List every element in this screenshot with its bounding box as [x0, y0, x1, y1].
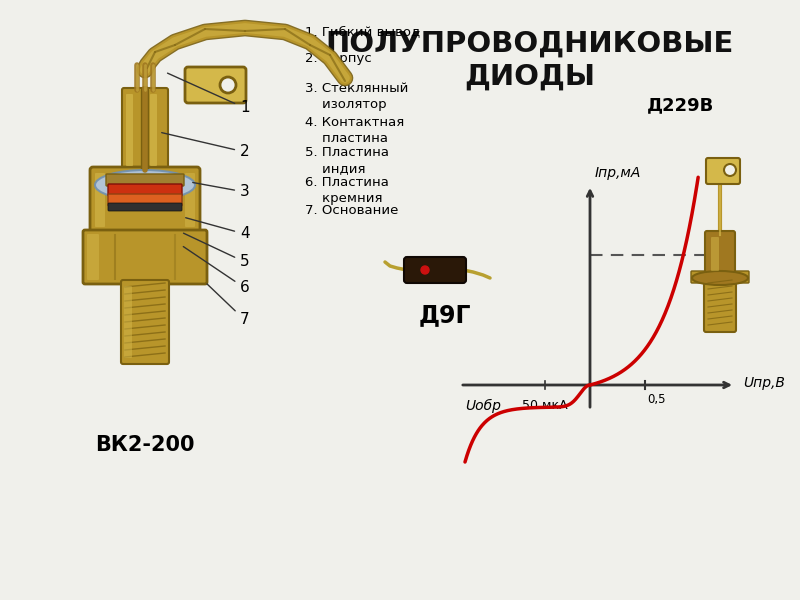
Circle shape — [220, 77, 236, 93]
Text: 3. Стеклянный
    изолятор: 3. Стеклянный изолятор — [305, 82, 408, 111]
FancyBboxPatch shape — [95, 173, 105, 227]
Text: 0,5: 0,5 — [647, 393, 666, 406]
Text: Iпр,мА: Iпр,мА — [595, 166, 642, 180]
FancyBboxPatch shape — [90, 167, 200, 233]
Ellipse shape — [110, 176, 160, 188]
Circle shape — [421, 266, 429, 274]
Circle shape — [724, 164, 736, 176]
Text: 1. Гибкий вывод: 1. Гибкий вывод — [305, 25, 420, 38]
FancyBboxPatch shape — [124, 286, 132, 358]
FancyBboxPatch shape — [404, 257, 466, 283]
FancyBboxPatch shape — [705, 231, 735, 277]
Ellipse shape — [692, 271, 748, 285]
Text: 4. Контактная
    пластина: 4. Контактная пластина — [305, 116, 404, 145]
FancyBboxPatch shape — [706, 158, 740, 184]
FancyBboxPatch shape — [126, 94, 133, 166]
Text: Д229В: Д229В — [646, 96, 714, 114]
FancyBboxPatch shape — [150, 94, 157, 166]
FancyBboxPatch shape — [185, 67, 246, 103]
FancyBboxPatch shape — [108, 203, 182, 211]
Text: 7. Основание: 7. Основание — [305, 204, 398, 217]
Text: 6. Пластина
    кремния: 6. Пластина кремния — [305, 176, 389, 205]
Text: 3: 3 — [193, 182, 250, 199]
Text: 1: 1 — [167, 73, 250, 115]
FancyBboxPatch shape — [121, 280, 169, 364]
Text: Uпр,В: Uпр,В — [743, 376, 785, 390]
FancyBboxPatch shape — [83, 230, 207, 284]
Text: 7: 7 — [207, 284, 250, 328]
FancyBboxPatch shape — [122, 88, 144, 172]
FancyBboxPatch shape — [704, 276, 736, 332]
FancyBboxPatch shape — [691, 271, 749, 283]
FancyBboxPatch shape — [146, 88, 168, 172]
Ellipse shape — [95, 170, 195, 200]
FancyBboxPatch shape — [108, 194, 182, 206]
Text: 2: 2 — [162, 133, 250, 160]
FancyBboxPatch shape — [87, 234, 99, 280]
FancyBboxPatch shape — [106, 174, 184, 186]
Text: 5. Пластина
    индия: 5. Пластина индия — [305, 146, 389, 175]
FancyBboxPatch shape — [711, 237, 719, 271]
Text: Д9Г: Д9Г — [418, 303, 471, 327]
Text: 6: 6 — [183, 247, 250, 295]
Text: Uобр: Uобр — [465, 399, 501, 413]
Text: 50 мкА: 50 мкА — [522, 399, 568, 412]
Text: 2. Корпус: 2. Корпус — [305, 52, 372, 65]
Text: ВК2-200: ВК2-200 — [95, 435, 194, 455]
FancyBboxPatch shape — [185, 173, 195, 227]
Text: ПОЛУПРОВОДНИКОВЫЕ
ДИОДЫ: ПОЛУПРОВОДНИКОВЫЕ ДИОДЫ — [326, 30, 734, 91]
Text: 5: 5 — [183, 233, 250, 269]
Text: 4: 4 — [186, 218, 250, 241]
FancyBboxPatch shape — [108, 184, 182, 196]
